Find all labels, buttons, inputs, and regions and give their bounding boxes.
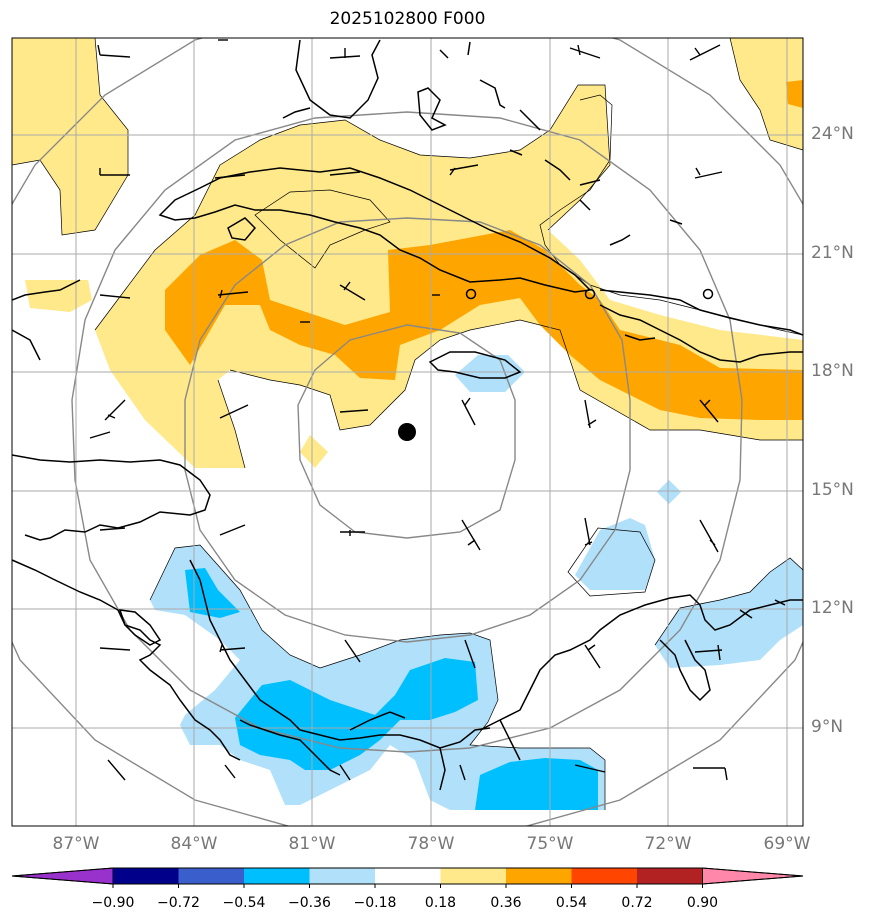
map-frame: [11, 37, 804, 827]
colorbar: [11, 867, 804, 888]
colorbar-segment: [375, 868, 441, 884]
chart-title: 2025102800 F000: [329, 9, 486, 29]
colorbar-tick-label: −0.18: [353, 895, 397, 911]
colorbar-tick-label: −0.36: [288, 895, 331, 911]
lat-label: 18°N: [811, 361, 854, 381]
lon-label: 69°W: [763, 834, 811, 854]
colorbar-arrow-high: [702, 867, 804, 885]
colorbar-segment: [309, 868, 375, 884]
colorbar-tick-label: 0.90: [686, 895, 719, 911]
lon-label: 84°W: [170, 834, 218, 854]
lat-label: 21°N: [811, 243, 854, 263]
colorbar-tick-label: −0.72: [157, 895, 200, 911]
colorbar-segment: [571, 868, 637, 884]
coastlines: [12, 39, 803, 791]
colorbar-tick-label: 0.54: [555, 895, 588, 911]
colorbar-segment: [506, 868, 572, 884]
colorbar-segment: [178, 868, 244, 884]
lon-label: 81°W: [288, 834, 336, 854]
lat-label: 12°N: [811, 598, 854, 618]
wind-barbs: [89, 39, 728, 781]
colorbar-tick-label: −0.90: [91, 895, 135, 911]
lon-label: 75°W: [526, 834, 574, 854]
colorbar-tick-label: −0.54: [222, 895, 266, 911]
storm-center-marker: [398, 423, 416, 441]
colorbar-tick-label: 0.72: [621, 895, 653, 911]
lat-label: 9°N: [811, 717, 844, 737]
lon-label: 72°W: [644, 834, 692, 854]
anomaly-contours: [12, 38, 803, 810]
colorbar-segment: [244, 868, 310, 884]
colorbar-tick-label: 0.36: [490, 895, 522, 911]
colorbar-segment: [113, 868, 179, 884]
colorbar-tick-label: 0.18: [424, 895, 457, 911]
small-islands: [465, 219, 786, 619]
colorbar-segment: [637, 868, 703, 884]
lat-label: 24°N: [811, 124, 854, 144]
lat-lon-grid: [12, 38, 803, 826]
distance-rings: [12, 38, 803, 826]
lat-label: 15°N: [811, 480, 854, 500]
colorbar-segment: [440, 868, 506, 884]
lon-label: 78°W: [407, 834, 455, 854]
lon-label: 87°W: [52, 834, 100, 854]
negative-anomaly-strong: [185, 568, 598, 810]
colorbar-arrow-low: [11, 867, 114, 885]
